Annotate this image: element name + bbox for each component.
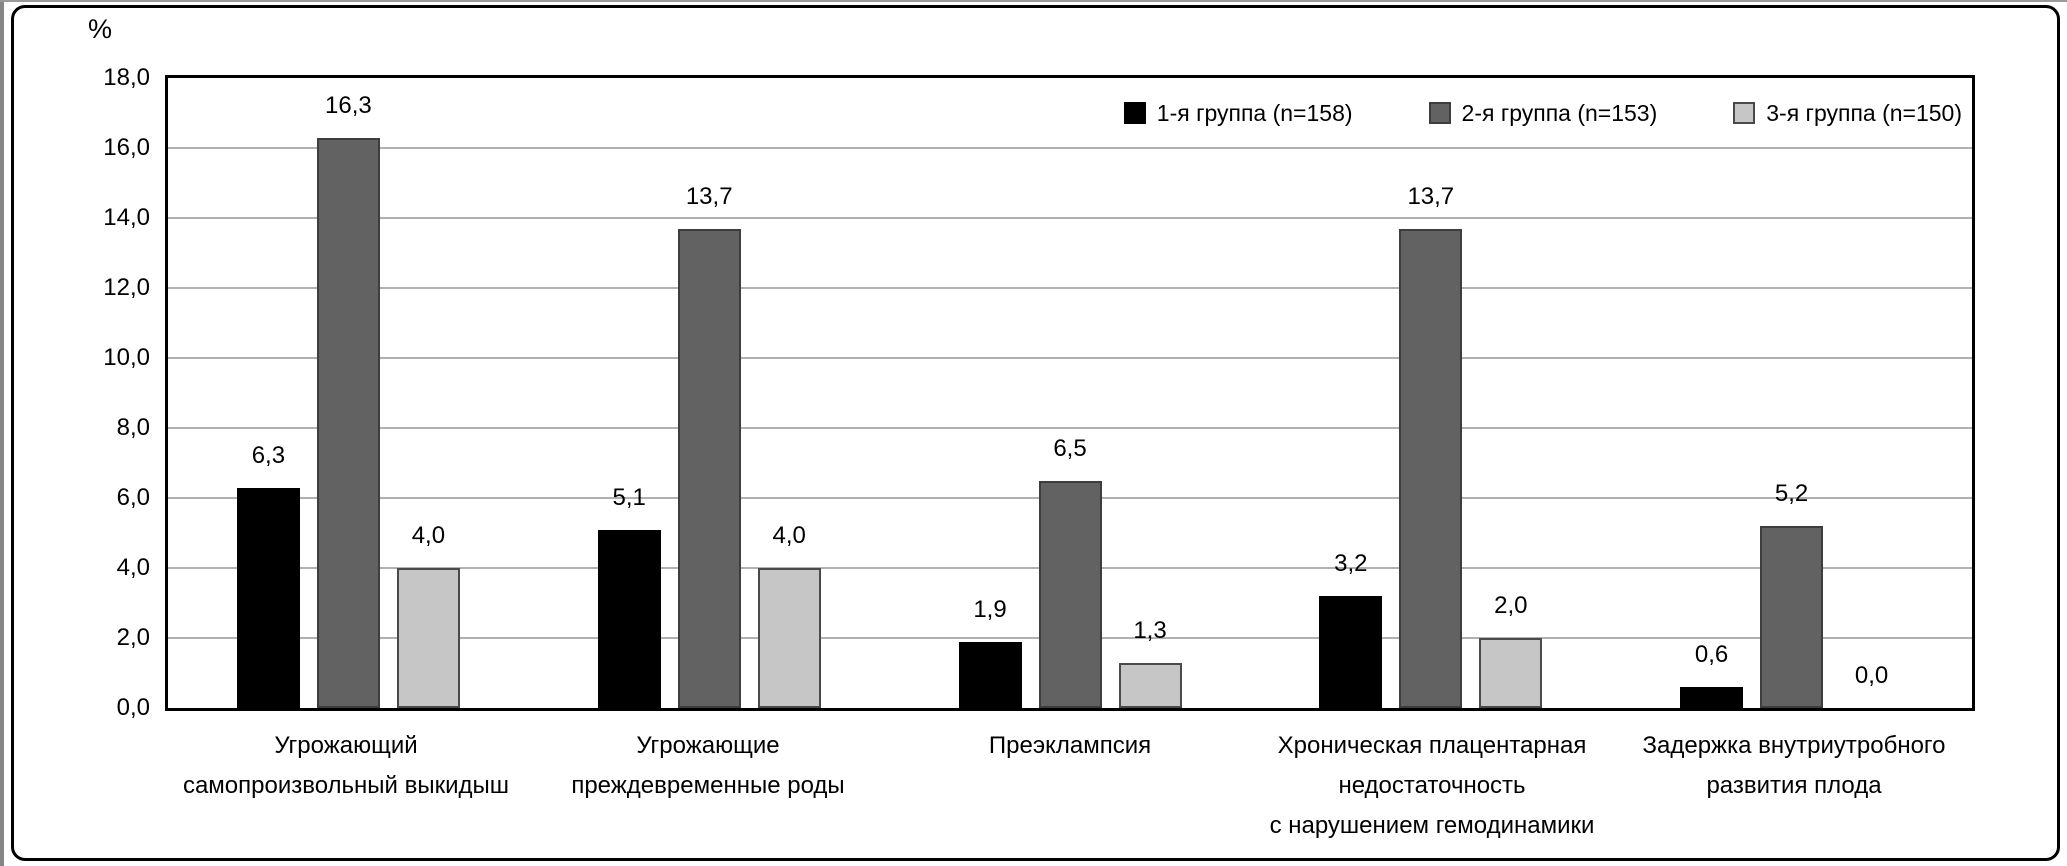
bar-value-label: 13,7 [685,182,733,210]
bar-value-label: 6,3 [251,441,286,469]
bar-value-label: 5,1 [612,483,646,511]
legend-item: 1-я группа (n=158) [1123,100,1353,126]
figure-border [11,5,2060,861]
y-axis-tick-label: 14,0 [103,204,150,231]
y-axis-tick-label: 18,0 [103,64,150,91]
category-label-line: Угрожающий [274,732,418,759]
bar-value-label: 13,7 [1407,182,1455,210]
category-label: Угрожающие преждевременные роды [527,726,889,846]
bar [1479,638,1543,708]
bar-value-label: 4,0 [772,522,806,549]
category-label-line: преждевременные роды [571,772,845,799]
legend-item: 2-я группа (n=153) [1428,100,1658,126]
bar [1038,480,1102,708]
bar [396,568,460,708]
category-label-line: недостаточность [1338,772,1526,799]
legend-label: 2-я группа (n=153) [1461,100,1658,126]
gridline [168,427,1972,429]
bar-value-label: 0,0 [1854,662,1889,689]
y-axis-tick-label: 10,0 [103,344,150,371]
category-label-line: Угрожающие [636,732,780,759]
y-axis-tick-label: 6,0 [116,484,150,511]
category-label: Угрожающий самопроизвольный выкидыш [165,726,527,846]
bar-value-label: 16,3 [325,91,372,119]
category-label-line: Хроническая плацентарная [1277,732,1587,759]
bar [597,529,661,708]
category-label: Хроническая плацентарная недостаточность с… [1251,726,1613,846]
legend-item: 3-я группа (n=150) [1733,100,1962,126]
bar-value-label: 5,2 [1774,480,1809,507]
y-axis-tick-label: 2,0 [116,624,150,651]
legend: 1-я группа (n=158) 2-я группа (n=153) 3-я … [1123,100,1962,126]
bar [958,641,1022,708]
legend-swatch [1428,102,1451,124]
y-axis-tick-label: 0,0 [116,694,150,721]
bar [316,137,380,708]
gridline [168,357,1972,359]
category-label-line: самопроизвольный выкидыш [182,772,510,799]
bar [757,568,821,708]
scan-edge-top [0,0,2067,2]
category-label-line: развития плода [1706,772,1882,799]
bar-value-label: 2,0 [1494,592,1528,619]
category-label-line: Задержка внутриутробного [1642,732,1946,759]
bar-value-label: 3,2 [1334,550,1368,577]
legend-swatch [1123,102,1146,124]
bar [1399,228,1463,708]
bar-value-label: 1,9 [973,595,1007,623]
y-axis-tick-label: 16,0 [103,134,150,161]
category-label-line: с нарушением гемодинамики [1269,812,1595,839]
scan-edge-left [0,0,4,866]
bar [1118,662,1182,708]
bar-value-label: 6,5 [1053,434,1087,462]
y-axis-tick-label: 4,0 [116,554,150,581]
y-axis-unit-label: % [87,14,112,44]
y-axis-tick-label: 8,0 [116,414,150,441]
legend-label: 1-я группа (n=158) [1156,100,1353,126]
legend-swatch [1733,102,1756,124]
bar [1319,596,1383,708]
category-label: Задержка внутриутробного развития плода [1613,726,1975,846]
bar-value-label: 4,0 [411,522,446,549]
bar [1680,687,1744,708]
x-axis-category-labels: Угрожающий самопроизвольный выкидыш Угрожа… [165,726,1975,846]
gridline [168,287,1972,289]
legend-label: 3-я группа (n=150) [1766,100,1962,126]
bar [1760,526,1824,708]
gridline [168,217,1972,219]
y-axis-tick-label: 12,0 [103,274,150,301]
category-label: Преэклампсия [889,726,1251,846]
bar [236,487,300,708]
bar-value-label: 0,6 [1694,641,1729,668]
plot-area: 6,3 16,3 4,0 5,1 13,7 4,0 1,9 6,5 1,3 3,2 13,7 2,0 0… [165,75,1975,711]
bar-value-label: 1,3 [1133,616,1167,644]
bar [677,228,741,708]
category-label-line: Преэклампсия [988,732,1152,759]
gridline [168,147,1972,149]
